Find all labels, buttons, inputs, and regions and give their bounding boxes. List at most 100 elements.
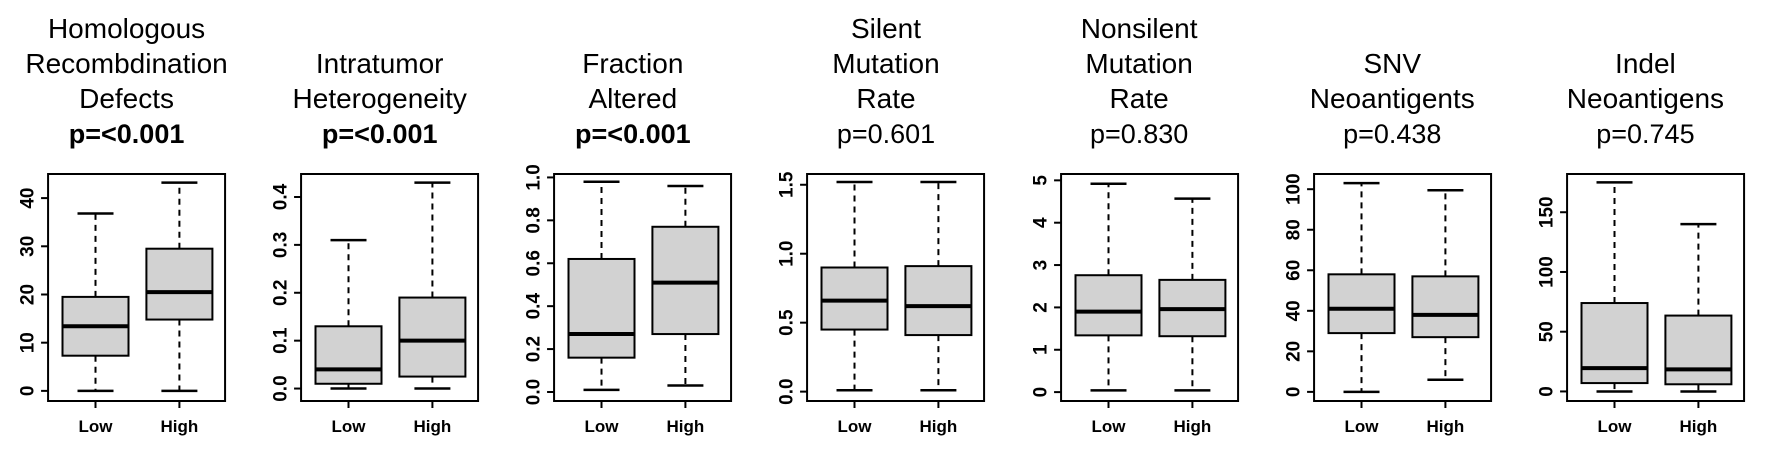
iqr-box [820,266,889,331]
iqr-box [314,325,383,385]
p-value-label: p=0.601 [836,119,936,149]
y-tick-label: 0.0 [271,375,292,401]
category-label: High [1679,417,1717,436]
y-tick-label: 0.4 [271,183,292,210]
iqr-box [1327,273,1396,335]
y-tick-label: 0 [1030,387,1051,398]
plot-frame [1059,173,1239,402]
chart-title-line: Indel [1615,48,1676,79]
p-value-label: p=0.438 [1343,119,1442,149]
y-tick-label: 0 [1537,386,1558,397]
y-tick-label: 150 [1537,196,1558,228]
chart-title-line: Rate [1109,83,1169,114]
y-tick-label: 0.4 [524,293,545,320]
chart-title-line: Fraction [582,48,684,79]
chart-title-line: Intratumor [315,48,444,79]
chart-title: Intratumor Heterogeneity [293,0,467,116]
boxplot-canvas: 0.0 0.5 1.0 1.5 Low High [777,171,986,436]
p-value-label: p=<0.001 [575,119,691,149]
p-value-label: p=<0.001 [68,119,185,149]
plot-frame [1565,173,1745,402]
plot-frame [1312,173,1492,402]
iqr-box [651,225,720,336]
chart-title-line: Recombdination [25,48,228,79]
y-tick-label: 60 [1283,260,1304,281]
y-tick-label: 0.2 [271,280,292,306]
iqr-box [567,257,636,359]
boxplot-canvas: 0 10 20 30 40 Low High [18,173,227,436]
y-tick-label: 5 [1030,175,1051,186]
chart-title: Nonsilent Mutation Rate [1081,0,1198,116]
y-tick-label: 1.0 [777,241,798,267]
y-tick-label: 3 [1030,260,1051,271]
y-tick-label: 80 [1283,219,1304,240]
category-label: Low [1091,417,1126,436]
boxplot-canvas: 0 1 2 3 4 5 Low High [1030,173,1239,436]
y-tick-label: 50 [1537,321,1558,342]
y-tick-label: 1.0 [524,164,545,190]
chart-title-line: Altered [588,83,678,114]
plot-frame [300,173,480,402]
category-label: High [414,417,452,436]
chart-title-line: Heterogeneity [292,83,467,114]
y-tick-label: 40 [1283,300,1304,321]
y-tick-label: 20 [1283,341,1304,362]
boxplot-panel: Homologous Recombdination Defects p=<0.001… [0,0,253,456]
iqr-box [1411,275,1480,339]
chart-title: Homologous Recombdination Defects [25,0,227,116]
boxplot-canvas: 0 20 40 60 80 100 Low High [1283,173,1492,436]
chart-title-line: SNV [1363,48,1422,79]
y-tick-label: 4 [1030,217,1051,228]
y-tick-label: 0.1 [271,327,292,354]
chart-title-line: Silent [850,13,921,44]
y-tick-label: 0.3 [271,232,292,258]
y-tick-label: 0 [18,386,39,397]
boxplot-panel: Intratumor Heterogeneity p=<0.001 0.0 0.1 0… [253,0,506,456]
iqr-box [1664,314,1733,386]
chart-title-line: Neoantigents [1309,83,1475,114]
category-label: High [667,417,705,436]
iqr-box [145,247,214,321]
category-label: Low [1597,417,1632,436]
boxplot-panel: Silent Mutation Rate p=0.601 0.0 0.5 1.0 1.5 L… [759,0,1012,456]
chart-title-line: Rate [856,83,916,114]
chart-title: SNV Neoantigents [1310,0,1475,116]
y-tick-label: 2 [1030,302,1051,313]
category-label: High [161,417,199,436]
iqr-box [904,265,973,337]
category-label: Low [838,417,873,436]
y-tick-label: 10 [18,332,39,353]
p-value-label: p=0.745 [1596,119,1695,149]
boxplot-canvas: 0.0 0.1 0.2 0.3 0.4 Low High [271,173,480,436]
boxplot-panel: Fraction Altered p=<0.001 0.0 0.2 0.4 0.6 0.8… [506,0,759,456]
y-tick-label: 0.2 [524,336,545,362]
category-label: High [1173,417,1211,436]
y-tick-label: 0.8 [524,207,545,233]
category-label: Low [585,417,620,436]
y-tick-label: 1.5 [777,171,798,198]
iqr-box [1580,302,1649,385]
plot-frame [47,173,227,402]
boxplot-canvas: 0 50 100 150 Low High [1537,173,1745,436]
boxplot-panel: Indel Neoantigens p=0.745 0 50 100 150 Low Hig… [1519,0,1772,456]
iqr-box [1074,274,1143,337]
chart-title-line: Mutation [832,48,940,79]
boxplot-panel: SNV Neoantigents p=0.438 0 20 40 60 80 100 Low H… [1266,0,1519,456]
iqr-box [398,296,467,378]
y-tick-label: 30 [18,236,39,257]
y-tick-label: 100 [1283,173,1304,205]
p-value-label: p=<0.001 [321,119,438,149]
y-tick-label: 40 [18,188,39,209]
y-tick-label: 20 [18,284,39,305]
chart-title-line: Defects [79,83,175,114]
chart-title: Indel Neoantigens [1567,0,1724,116]
y-tick-label: 0.5 [777,309,798,336]
plot-frame [806,173,986,402]
chart-title-line: Homologous [47,13,206,44]
category-label: Low [79,417,114,436]
p-value-label: p=0.830 [1089,119,1189,149]
y-tick-label: 0 [1283,387,1304,398]
y-tick-label: 0.0 [777,378,798,404]
chart-title-line: Mutation [1085,48,1193,79]
